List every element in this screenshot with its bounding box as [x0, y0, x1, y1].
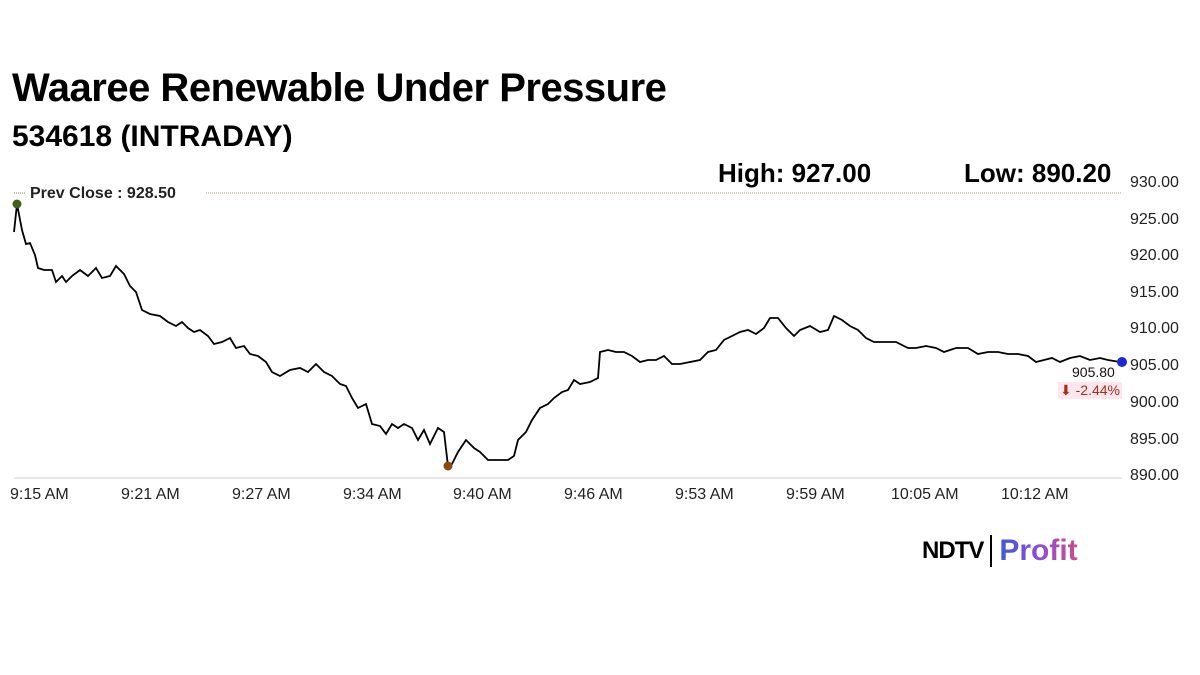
x-tick: 9:53 AM: [675, 486, 734, 503]
y-tick: 890.00: [1130, 467, 1179, 484]
x-tick: 9:15 AM: [10, 486, 69, 503]
y-tick: 915.00: [1130, 284, 1179, 301]
price-line: [13, 203, 1121, 468]
x-tick: 9:21 AM: [121, 486, 180, 503]
y-tick: 905.00: [1130, 357, 1179, 374]
x-tick: 9:27 AM: [232, 486, 291, 503]
x-tick: 9:40 AM: [453, 486, 512, 503]
x-tick: 10:05 AM: [891, 486, 959, 503]
x-tick: 10:12 AM: [1001, 486, 1069, 503]
low-marker: [443, 461, 453, 471]
ndtv-profit-logo: NDTV Profit: [922, 534, 1078, 568]
chart-title: Waaree Renewable Under Pressure: [12, 66, 667, 110]
last-price-marker: [1117, 357, 1127, 367]
y-tick: 920.00: [1130, 247, 1179, 264]
y-tick: 930.00: [1130, 174, 1179, 191]
high-value: High: 927.00: [718, 158, 872, 188]
x-tick: 9:59 AM: [786, 486, 845, 503]
low-value: Low: 890.20: [964, 158, 1112, 188]
logo-separator: [990, 535, 993, 567]
y-tick: 910.00: [1130, 320, 1179, 337]
y-tick: 925.00: [1130, 211, 1179, 228]
x-tick: 9:34 AM: [343, 486, 402, 503]
high-marker: [12, 199, 22, 209]
x-tick: 9:46 AM: [564, 486, 623, 503]
y-tick: 895.00: [1130, 431, 1179, 448]
y-tick: 900.00: [1130, 394, 1179, 411]
profit-wordmark: Profit: [999, 534, 1078, 567]
prev-close-label: Prev Close : 928.50: [30, 185, 176, 202]
change-badge: ⬇ -2.44%: [1058, 382, 1122, 399]
chart-subtitle: 534618 (INTRADAY): [12, 120, 293, 153]
last-price-label: 905.80: [1072, 364, 1115, 380]
ndtv-wordmark: NDTV: [922, 537, 984, 564]
